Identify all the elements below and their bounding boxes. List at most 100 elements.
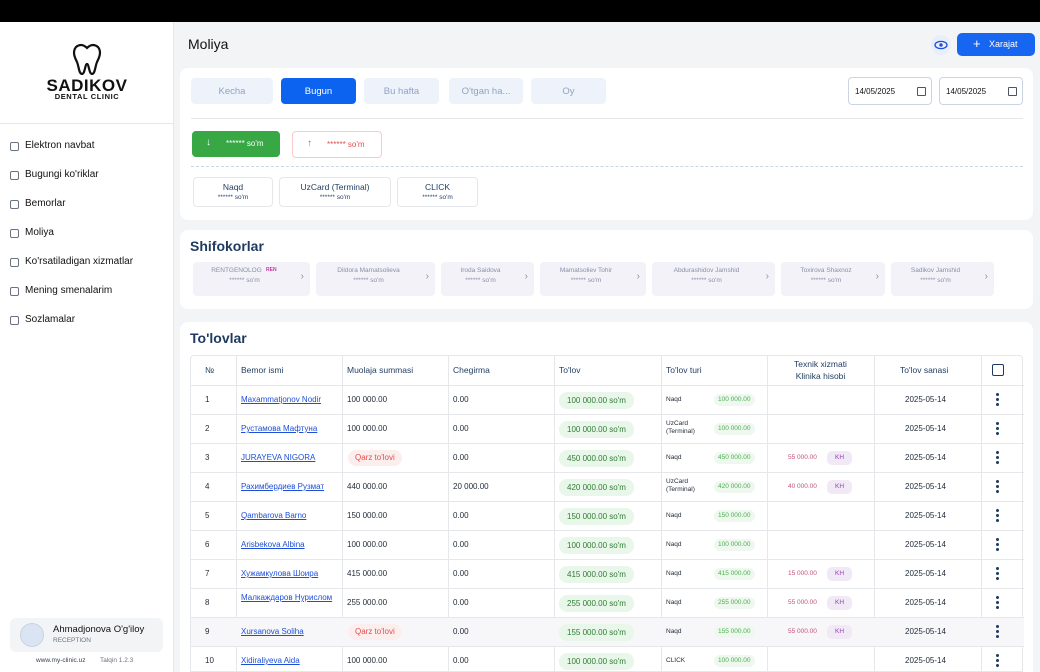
period-tab[interactable]: O'tgan ha... [449,78,523,104]
column-header: Klinika hisobi [795,371,846,381]
export-button[interactable] [992,364,1004,376]
doctor-card[interactable]: Mamatsoliev Tohir ****** so'm › [540,262,646,296]
doctor-card[interactable]: RENTGENOLOG REN ****** so'm › [193,262,310,296]
payment-type-name: Naqd [222,182,244,192]
row-actions[interactable] [996,538,1000,553]
doctor-amount: ****** so'm [465,277,496,284]
doctor-card[interactable]: Toxirova Shaxnoz ****** so'm › [781,262,885,296]
row-actions[interactable] [996,654,1000,669]
period-tab[interactable]: Kecha [191,78,273,104]
column-divider [661,356,662,672]
calendar-icon [917,87,926,96]
column-divider [767,356,768,672]
period-tab[interactable]: Bugun [281,78,356,104]
date-input[interactable]: 14/05/2025 [848,77,932,105]
patient-link[interactable]: Xidiraliyeva Aida [241,656,300,665]
treatment-sum: 100 000.00 [347,540,388,549]
eye-button[interactable] [931,35,951,55]
patient-link[interactable]: Qambarova Barno [241,511,307,520]
row-actions[interactable] [996,480,1000,495]
patient-link[interactable]: Рустамова Мафтуна [241,424,318,433]
plus-icon: + [973,36,981,51]
arrow-down: ↓ [206,137,211,148]
menu-item[interactable]: Moliya [4,222,170,246]
payment-type-card: UzCard (Terminal) ****** so'm [279,177,391,207]
chevron: › [300,271,304,282]
payment-amount: 450 000.00 so'm [559,450,634,467]
logo-title: SADIKOV [46,76,128,95]
dot [996,509,999,512]
menu-item[interactable]: Sozlamalar [4,309,170,333]
add-expense-button[interactable]: + Xarajat [957,33,1035,56]
dot [996,427,999,430]
patient-link[interactable]: Малкаждаров Нурислом [241,593,333,602]
dot [996,548,999,551]
patient-link[interactable]: Хужамкулова Шоира [241,569,319,578]
patient-link[interactable]: Рахимбердиев Рузмат [241,482,325,491]
period-tab[interactable]: Bu hafta [364,78,439,104]
payment-amount: 100 000.00 so'm [559,421,634,438]
type-amount: 100 000.00 [714,539,755,551]
patient-link[interactable]: Arisbekova Albina [241,540,305,549]
eye-icon [934,40,948,50]
menu-icon [10,142,19,151]
menu-item[interactable]: Elektron navbat [4,135,170,159]
doctor-card[interactable]: Iroda Saidova ****** so'm › [441,262,534,296]
row-actions[interactable] [996,393,1000,408]
footer-version: Talqin 1.2.3 [100,657,134,664]
discount: 0.00 [453,569,469,578]
menu-item[interactable]: Bemorlar [4,193,170,217]
doctor-name: Mamatsoliev Tohir [559,267,613,274]
doctor-amount: ****** so'm [920,277,951,284]
menu-icon [10,258,19,267]
patient-link[interactable]: Xursanova Soliha [241,627,304,636]
payment-type-card: CLICK ****** so'm [397,177,478,207]
discount: 0.00 [453,627,469,636]
type-amount: 420 000.00 [714,481,755,493]
row-actions[interactable] [996,509,1000,524]
menu-label: Bemorlar [25,198,66,209]
menu-label: Bugungi ko'riklar [25,169,99,180]
row-actions[interactable] [996,451,1000,466]
payment-type: UzCard (Terminal) [666,420,695,435]
row-actions[interactable] [996,567,1000,582]
doctor-card[interactable]: Abdurashidov Jamshid ****** so'm › [652,262,775,296]
tech-amount: 40 000.00 [788,483,817,490]
user-avatar [20,623,44,647]
row-actions[interactable] [996,422,1000,437]
treatment-sum: 100 000.00 [347,424,388,433]
row-actions[interactable] [996,596,1000,611]
menu-item[interactable]: Ko'rsatiladigan xizmatlar [4,251,170,275]
date-text: 14/05/2025 [946,87,987,96]
payment-type-amount: ****** so'm [217,194,249,201]
expense-total[interactable]: ↑ ****** so'm [292,131,382,158]
menu-label: Elektron navbat [25,140,95,151]
row-number: 3 [205,453,210,462]
payment-date: 2025-05-14 [905,395,946,404]
payment-amount: 415 000.00 so'm [559,566,634,583]
patient-link[interactable]: JURAYEVA NIGORA [241,453,316,462]
doctor-card[interactable]: Sadikov Jamshid ****** so'm › [891,262,994,296]
payment-date: 2025-05-14 [905,511,946,520]
row-actions[interactable] [996,625,1000,640]
payment-type-amount: ****** so'm [422,194,453,201]
footer-site: www.my-clinic.uz [36,657,86,664]
menu-item[interactable]: Bugungi ko'riklar [4,164,170,188]
user-card[interactable]: Ahmadjonova O'g'iloy RECEPTION [10,618,163,652]
doctor-card[interactable]: Dildora Mamatsolieva ****** so'm › [316,262,435,296]
treatment-sum: 150 000.00 [347,511,388,520]
treatment-sum: 440 000.00 [347,482,388,491]
payment-date: 2025-05-14 [905,656,946,665]
payment-type: Naqd [666,628,682,635]
payment-type: Naqd [666,512,682,519]
chevron: › [875,271,879,282]
type-amount: 100 000.00 [714,394,755,406]
date-input[interactable]: 14/05/2025 [939,77,1023,105]
patient-link[interactable]: Maxammatjonov Nodir [241,395,322,404]
dotted-divider [191,166,1023,167]
menu-item[interactable]: Mening smenalarim [4,280,170,304]
payment-amount: 420 000.00 so'm [559,479,634,496]
income-total[interactable]: ↓ ****** so'm [192,131,280,157]
period-tab[interactable]: Oy [531,78,606,104]
dot [996,606,999,609]
